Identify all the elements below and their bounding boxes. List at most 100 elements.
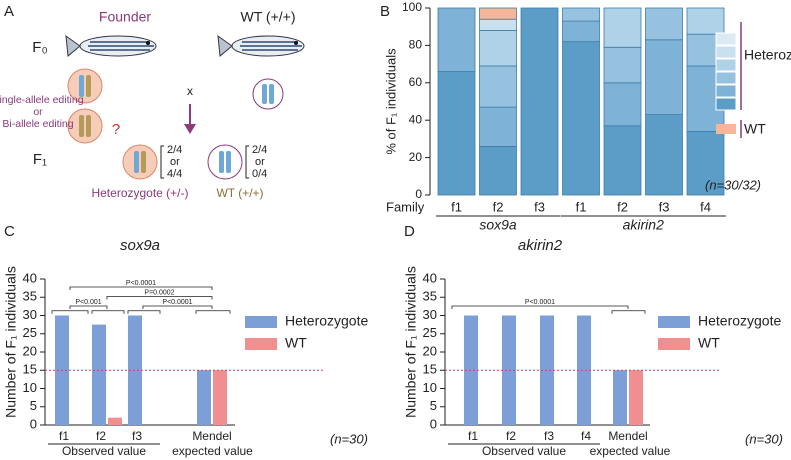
y-tick-label: 30 [23,307,37,322]
bar-segment [479,7,517,20]
bar-segment [562,41,600,196]
x-tick-label: f3 [659,199,670,214]
bar-segment [645,39,683,115]
x-tick-label: f2 [506,429,516,443]
bar-segment [520,7,559,196]
het-label: Heterozygote (+/-) [91,186,188,200]
allele-circle [122,144,249,180]
y-tick-label: 100 [402,0,422,14]
generation-label: F₀ [32,39,47,56]
bar-segment [479,106,517,147]
bar-segment [437,7,476,72]
allele-circle [67,68,284,144]
bracket [91,310,125,314]
x-tick-label: f1 [451,199,462,214]
group-label: Observed value [482,444,566,458]
y-tick-label: 15 [423,362,437,377]
x-tick-label: f4 [700,199,711,214]
ratio: 2/4 [167,144,182,156]
bar-segment [562,7,600,22]
bar-segment [562,20,600,43]
x-tick-label: f3 [544,429,554,443]
bar-segment [686,131,725,196]
bracket [451,305,629,310]
bar-segment [603,82,642,127]
y-tick-label: 35 [23,289,37,304]
fish [65,34,157,57]
p-value: P<0.0001 [525,299,555,306]
p-value: P<0.0001 [126,280,156,287]
group-label: expected value [590,444,671,458]
y-tick-label: 15 [23,362,37,377]
x-tick-label: f4 [581,429,591,443]
panel-label: A [4,3,14,20]
ratio: 4/4 [167,168,182,180]
legend-label: Heterozygote [698,313,781,329]
founder-label: Founder [99,9,151,25]
y-tick-label: 80 [409,38,423,52]
wt-label: WT (+/+) [216,186,263,200]
or: or [33,106,43,118]
bar-segment [479,30,517,67]
bar-segment [479,145,517,196]
bar-segment [603,125,642,196]
group-label: expected value [172,444,253,458]
bracket [142,305,213,310]
fish [217,34,305,57]
p-value: P<0.0001 [162,299,192,306]
bar-segment [479,18,517,31]
bar [613,370,627,425]
bar-segment [603,7,642,48]
ratio: 0/4 [252,168,267,180]
x-tick-label: f2 [96,429,106,443]
panel-label: D [404,223,415,240]
chart-title: akirin2 [518,237,563,254]
bracket [195,310,231,314]
bracket [69,305,108,310]
single-allele: Single-allele editing [0,94,84,106]
legend-label: Heterozygote [285,313,368,329]
ratio: or [255,156,265,168]
legend-swatch [715,97,737,111]
y-tick-label: 35 [423,289,437,304]
legend-label: Heterozygote [744,47,791,63]
y-tick-label: 5 [430,398,437,413]
ratio: or [170,156,180,168]
y-tick-label: 10 [23,380,37,395]
bar [213,370,227,425]
y-tick-label: 0 [430,416,437,431]
question: ? [112,121,120,138]
panel-a: A Founder WT (+/+) F₀ Single-allele edit… [0,3,305,200]
y-tick-label: 20 [423,343,437,358]
p-value: P<0.001 [75,299,101,306]
cross: x [187,84,193,98]
group-label: akirin2 [623,217,664,233]
bracket [611,310,646,314]
y-tick-label: 40 [423,270,437,285]
bar-segment [645,114,683,196]
generation-label: F₁ [33,151,47,168]
x-tick-label: f2 [493,199,504,214]
x-tick-label: f1 [59,429,69,443]
p-value: P=0.0002 [144,289,174,296]
bar-segment [645,7,683,41]
arrow [184,104,196,134]
annotation: (n=30/32) [705,177,761,192]
x-tick-label: f3 [132,429,142,443]
bar-segment [479,65,517,108]
x-tick-label: Mendel [192,429,231,443]
y-tick-label: 0 [30,416,37,431]
legend-label: WT [285,335,307,351]
bar [197,370,211,425]
chart-title: sox9a [120,237,160,254]
y-tick-label: 20 [23,343,37,358]
group-label: Observed value [62,444,146,458]
y-tick-label: 25 [23,325,37,340]
bar-segment [437,71,476,196]
legend-swatch [715,84,737,98]
bar-segment [603,46,642,84]
y-tick-label: 30 [423,307,437,322]
y-tick-label: 5 [30,398,37,413]
wt-label: WT (+/+) [241,9,296,25]
y-axis-label: Number of F₁ individuals [403,266,419,418]
